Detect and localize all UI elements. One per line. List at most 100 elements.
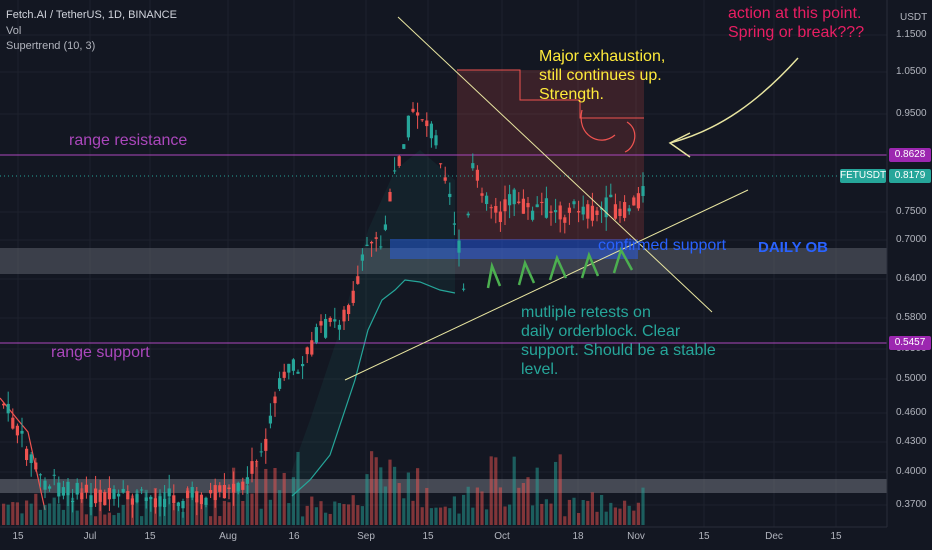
volume-bar <box>34 493 38 525</box>
label-range-resistance: range resistance <box>69 132 188 149</box>
candle-body <box>462 288 466 290</box>
candle-body <box>241 481 245 490</box>
volume-bar <box>494 457 498 525</box>
volume-bar <box>61 509 65 525</box>
annotation-line: support. Should be a stable <box>521 342 716 359</box>
x-axis-tick: 15 <box>698 531 710 542</box>
y-axis-tick: 0.7000 <box>896 234 927 245</box>
volume-bar <box>296 451 300 525</box>
supertrend-fill <box>292 150 455 496</box>
candle-body <box>512 189 516 205</box>
candle-body <box>195 491 199 503</box>
symbol-badge: FETUSDT <box>840 169 887 183</box>
volume-bar <box>57 503 61 525</box>
volume-bar <box>75 510 79 525</box>
volume-bar <box>563 516 567 525</box>
volume-bar <box>204 502 208 525</box>
candle-body <box>259 451 263 453</box>
x-axis-tick: Jul <box>83 531 97 542</box>
label-daily-ob: DAILY OB <box>758 239 829 256</box>
candle-body <box>172 495 176 504</box>
candle-body <box>117 493 121 497</box>
candle-body <box>475 169 479 181</box>
candle-body <box>75 482 79 495</box>
candle-body <box>604 197 608 218</box>
volume-bar <box>586 500 590 525</box>
y-axis-tick: 0.9500 <box>896 108 927 119</box>
low-zone <box>0 479 887 493</box>
candle-body <box>558 205 562 220</box>
candle-body <box>6 403 10 414</box>
annotation-line: still continues up. <box>539 67 662 84</box>
volume-bar <box>508 504 512 525</box>
label-range-support: range support <box>51 344 150 361</box>
volume-bar <box>632 510 636 525</box>
volume-bar <box>347 504 351 525</box>
candle-body <box>448 193 452 198</box>
candle-body <box>498 211 502 223</box>
candle-body <box>38 474 42 476</box>
candle-body <box>71 501 75 503</box>
volume-bar <box>140 516 144 525</box>
volume-bar <box>301 516 305 525</box>
candle-body <box>370 241 374 244</box>
volume-bar <box>103 514 107 525</box>
label-confirmed-support: confirmed support <box>598 237 727 254</box>
candle-body <box>632 197 636 206</box>
daily-orderblock-zone <box>0 248 887 274</box>
volume-bar <box>572 497 576 525</box>
volume-bar <box>227 502 231 525</box>
candle-body <box>227 487 231 490</box>
annotation-line: mutliple retests on <box>521 304 651 321</box>
volume-bar <box>121 504 125 525</box>
candle-body <box>52 474 56 476</box>
volume-bar <box>429 508 433 525</box>
volume-bar <box>535 467 539 525</box>
candle-body <box>204 497 208 505</box>
candle-body <box>356 276 360 284</box>
candle-body <box>103 491 107 506</box>
candle-body <box>25 448 29 461</box>
volume-bar <box>439 507 443 525</box>
candle-body <box>121 488 125 493</box>
volume-bar <box>397 483 401 525</box>
candle-body <box>402 144 406 149</box>
volume-bar <box>365 474 369 525</box>
x-axis-tick: 15 <box>144 531 156 542</box>
candle-body <box>508 194 512 206</box>
candle-body <box>411 108 415 112</box>
exhaustion-curve-right <box>624 121 636 153</box>
annotation-line: level. <box>521 361 559 378</box>
candle-body <box>347 305 351 315</box>
volume-bar <box>319 501 323 525</box>
candle-body <box>163 498 167 508</box>
x-axis-panel <box>0 527 932 550</box>
volume-bar <box>517 487 521 525</box>
volume-bar <box>287 503 291 525</box>
candle-body <box>351 290 355 303</box>
candle-body <box>232 483 236 493</box>
exhaustion-curve-left <box>580 109 616 141</box>
candle-body <box>310 340 314 355</box>
x-axis-tick: 16 <box>288 531 300 542</box>
candle-body <box>627 208 631 212</box>
volume-bar <box>521 482 525 525</box>
volume-bar <box>443 506 447 525</box>
candle-body <box>213 485 217 501</box>
x-axis-tick: 15 <box>12 531 24 542</box>
candle-body <box>291 359 295 371</box>
volume-indicator-label: Vol <box>6 25 22 37</box>
supertrend-up-line <box>291 279 456 497</box>
volume-bar <box>466 486 470 525</box>
volume-bar <box>452 496 456 525</box>
candle-body <box>255 461 259 463</box>
candle-body <box>167 488 171 497</box>
current-price-badge: 0.8179 <box>889 169 931 183</box>
volume-bar <box>558 454 562 525</box>
volume-bar <box>2 503 6 525</box>
volume-bar <box>393 466 397 525</box>
candle-body <box>485 195 489 205</box>
volume-bar <box>52 497 56 525</box>
volume-bar <box>554 461 558 525</box>
